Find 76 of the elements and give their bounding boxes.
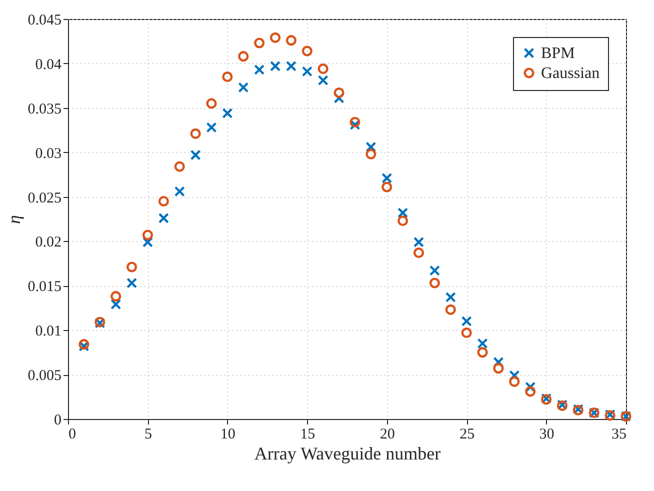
y-tick-label: 0.02 — [35, 234, 62, 251]
point — [461, 328, 472, 338]
point — [350, 119, 360, 130]
point — [429, 278, 440, 288]
point — [366, 142, 376, 152]
point — [413, 248, 424, 258]
y-tick-label: 0.03 — [35, 146, 62, 162]
point — [126, 278, 138, 288]
point — [110, 291, 122, 302]
point — [318, 75, 328, 86]
point — [366, 148, 376, 160]
point — [254, 64, 265, 75]
point — [493, 356, 504, 368]
point — [142, 230, 153, 240]
point — [174, 161, 185, 172]
y-axis-title: η — [4, 214, 24, 224]
x-tick-label: 20 — [380, 426, 395, 442]
point — [286, 60, 296, 72]
point — [509, 376, 520, 387]
point — [158, 212, 169, 224]
point — [493, 363, 504, 374]
y-tick-label: 0.005 — [28, 368, 62, 384]
point — [445, 292, 456, 303]
point — [206, 98, 217, 109]
point — [222, 72, 233, 82]
x-tick-label: 0 — [68, 426, 76, 442]
y-tick-label: 0 — [54, 412, 62, 428]
point — [413, 236, 424, 248]
x-tick-label: 15 — [300, 426, 316, 442]
point — [477, 338, 488, 349]
point — [206, 122, 217, 133]
x-tick-label: 25 — [460, 426, 475, 442]
legend-label: BPM — [541, 45, 575, 62]
point — [350, 116, 360, 128]
point — [270, 32, 281, 43]
point — [334, 92, 344, 104]
point — [190, 150, 201, 160]
point — [334, 88, 344, 98]
y-tick-label: 0.045 — [28, 12, 62, 28]
y-tick-label: 0.025 — [28, 190, 62, 206]
x-tick-label: 10 — [220, 426, 236, 442]
point — [142, 236, 153, 248]
point — [174, 186, 185, 197]
point — [158, 196, 169, 206]
point — [110, 299, 122, 310]
point — [382, 172, 392, 184]
point — [525, 382, 536, 392]
legend-label: Gaussian — [541, 65, 600, 82]
point — [302, 46, 312, 56]
point — [461, 316, 472, 327]
point — [190, 128, 201, 139]
point — [286, 35, 296, 46]
point — [302, 66, 312, 77]
x-axis-title: Array Waveguide number — [254, 444, 441, 464]
point — [398, 216, 408, 226]
point — [445, 304, 456, 315]
x-tick-label: 35 — [612, 426, 626, 442]
y-tick-label: 0.01 — [35, 324, 62, 340]
point — [238, 82, 249, 93]
point — [318, 64, 328, 74]
y-tick-label: 0.035 — [28, 101, 62, 118]
point — [238, 51, 249, 62]
y-tick-label: 0.015 — [28, 279, 62, 296]
point — [398, 207, 408, 218]
x-tick-label: 30 — [539, 426, 554, 442]
x-tick-label: 5 — [144, 426, 152, 442]
point — [382, 182, 392, 192]
y-tick-label: 0.04 — [35, 56, 62, 73]
point — [270, 60, 281, 72]
point — [525, 386, 536, 397]
point — [429, 265, 440, 276]
point — [126, 262, 138, 272]
point — [509, 370, 520, 381]
point — [254, 38, 265, 48]
point — [477, 347, 488, 358]
point — [222, 108, 233, 119]
